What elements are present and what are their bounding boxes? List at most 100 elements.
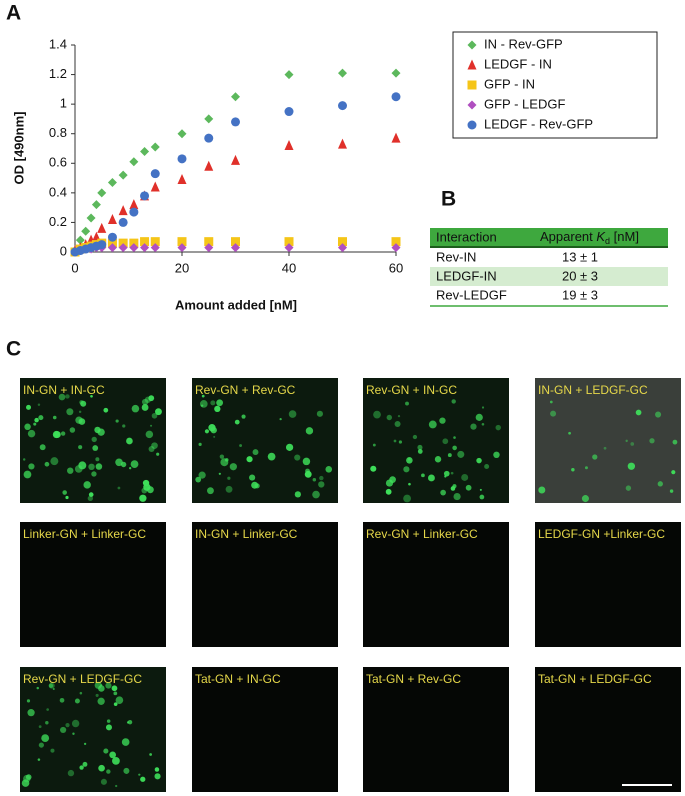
fluorescent-spot [156, 452, 160, 456]
micrograph-label: Linker-GN + Linker-GC [23, 527, 146, 541]
fluorescent-spot [79, 765, 84, 770]
fluorescent-spot [66, 408, 74, 416]
panel-label: C [6, 338, 21, 361]
legend-marker [467, 80, 477, 90]
micrograph-bg [20, 522, 166, 647]
fluorescent-spot [452, 445, 457, 451]
micrograph: Linker-GN + Linker-GC [20, 522, 166, 647]
point [177, 154, 187, 164]
point [231, 237, 240, 247]
fluorescent-spot [252, 449, 259, 456]
fluorescent-spot [288, 410, 297, 418]
fluorescent-spot [198, 442, 202, 446]
micrograph-bg [192, 522, 338, 647]
micrograph: Rev-GN + IN-GC [363, 378, 509, 503]
fluorescent-spot [113, 691, 118, 696]
point [231, 92, 240, 102]
fluorescent-spot [457, 450, 465, 458]
micrograph: Rev-GN + Linker-GC [363, 522, 509, 647]
header-unit: [nM] [610, 229, 639, 244]
point [97, 240, 107, 250]
point [284, 140, 294, 151]
fluorescent-spot [97, 428, 105, 436]
micrograph-bg [192, 667, 338, 792]
point [129, 243, 139, 253]
fluorescent-spot [88, 463, 95, 471]
point [284, 107, 294, 117]
fluorescent-spot [417, 449, 423, 454]
fluorescent-spot [79, 691, 83, 695]
fluorescent-spot [385, 488, 392, 495]
fluorescent-spot [584, 466, 588, 470]
point [118, 205, 128, 216]
fluorescent-spot [27, 429, 36, 438]
micrograph: IN-GN + LEDGF-GC [535, 378, 681, 503]
fluorescent-spot [92, 445, 99, 451]
fluorescent-spot [97, 697, 105, 705]
point [107, 213, 117, 224]
point [118, 243, 128, 253]
fluorescent-spot [87, 495, 93, 502]
point [140, 191, 150, 201]
y-tick-label: 1.2 [49, 66, 67, 81]
y-tick-label: 0.4 [49, 184, 67, 199]
fluorescent-spot [126, 437, 133, 445]
fluorescent-spot [105, 682, 112, 689]
micrograph-label: IN-GN + Linker-GC [195, 527, 298, 541]
fluorescent-spot [210, 400, 216, 406]
fluorescent-spot [37, 403, 41, 406]
fluorescent-spot [115, 419, 119, 423]
fluorescent-spot [100, 778, 107, 785]
y-tick-label: 0 [60, 243, 67, 258]
legend-marker [467, 40, 477, 50]
fluorescent-spot [227, 476, 231, 480]
fluorescent-spot [550, 410, 557, 417]
point [81, 226, 91, 236]
fluorescent-spot [95, 693, 99, 697]
legend-marker [467, 120, 477, 130]
fluorescent-spot [100, 684, 103, 687]
point [391, 243, 401, 253]
fluorescent-spot [94, 681, 102, 689]
micrograph-bg [363, 667, 509, 792]
fluorescent-spot [406, 457, 413, 464]
fluorescent-spot [603, 446, 607, 450]
fluorescent-spot [50, 457, 59, 466]
point [391, 92, 401, 102]
micrograph-label: Tat-GN + IN-GC [195, 672, 281, 686]
fluorescent-spot [625, 439, 628, 443]
fluorescent-spot [83, 481, 91, 489]
fluorescent-spot [267, 452, 276, 461]
fluorescent-spot [65, 722, 70, 728]
fluorescent-spot [453, 492, 461, 501]
fluorescent-spot [106, 719, 111, 723]
fluorescent-spot [109, 751, 117, 759]
fluorescent-spot [45, 721, 49, 725]
fluorescent-spot [98, 764, 105, 772]
panel-label: A [6, 2, 21, 25]
y-axis-label: OD [490nm] [11, 112, 26, 185]
table-cell: 13 ± 1 [562, 249, 598, 264]
fluorescent-spot [83, 742, 87, 746]
micrograph: IN-GN + Linker-GC [192, 522, 338, 647]
fluorescent-spot [373, 410, 381, 419]
legend-label: LEDGF - Rev-GFP [484, 116, 593, 131]
fluorescent-spot [427, 474, 435, 482]
fluorescent-spot [24, 423, 31, 431]
fluorescent-spot [141, 487, 148, 494]
fluorescent-spot [154, 773, 161, 780]
point [391, 68, 401, 78]
fluorescent-spot [251, 481, 259, 489]
fluorescent-spot [129, 467, 132, 470]
fluorescent-spot [67, 467, 74, 474]
fluorescent-spot [304, 470, 312, 478]
fluorescent-spot [39, 444, 46, 451]
fluorescent-spot [481, 422, 485, 426]
fluorescent-spot [538, 486, 546, 494]
fluorescent-spot [204, 429, 210, 434]
fluorescent-spot [106, 769, 111, 774]
fluorescent-spot [428, 420, 437, 429]
fluorescent-spot [60, 431, 66, 436]
fluorescent-spot [38, 742, 44, 748]
fluorescent-spot [148, 395, 155, 402]
